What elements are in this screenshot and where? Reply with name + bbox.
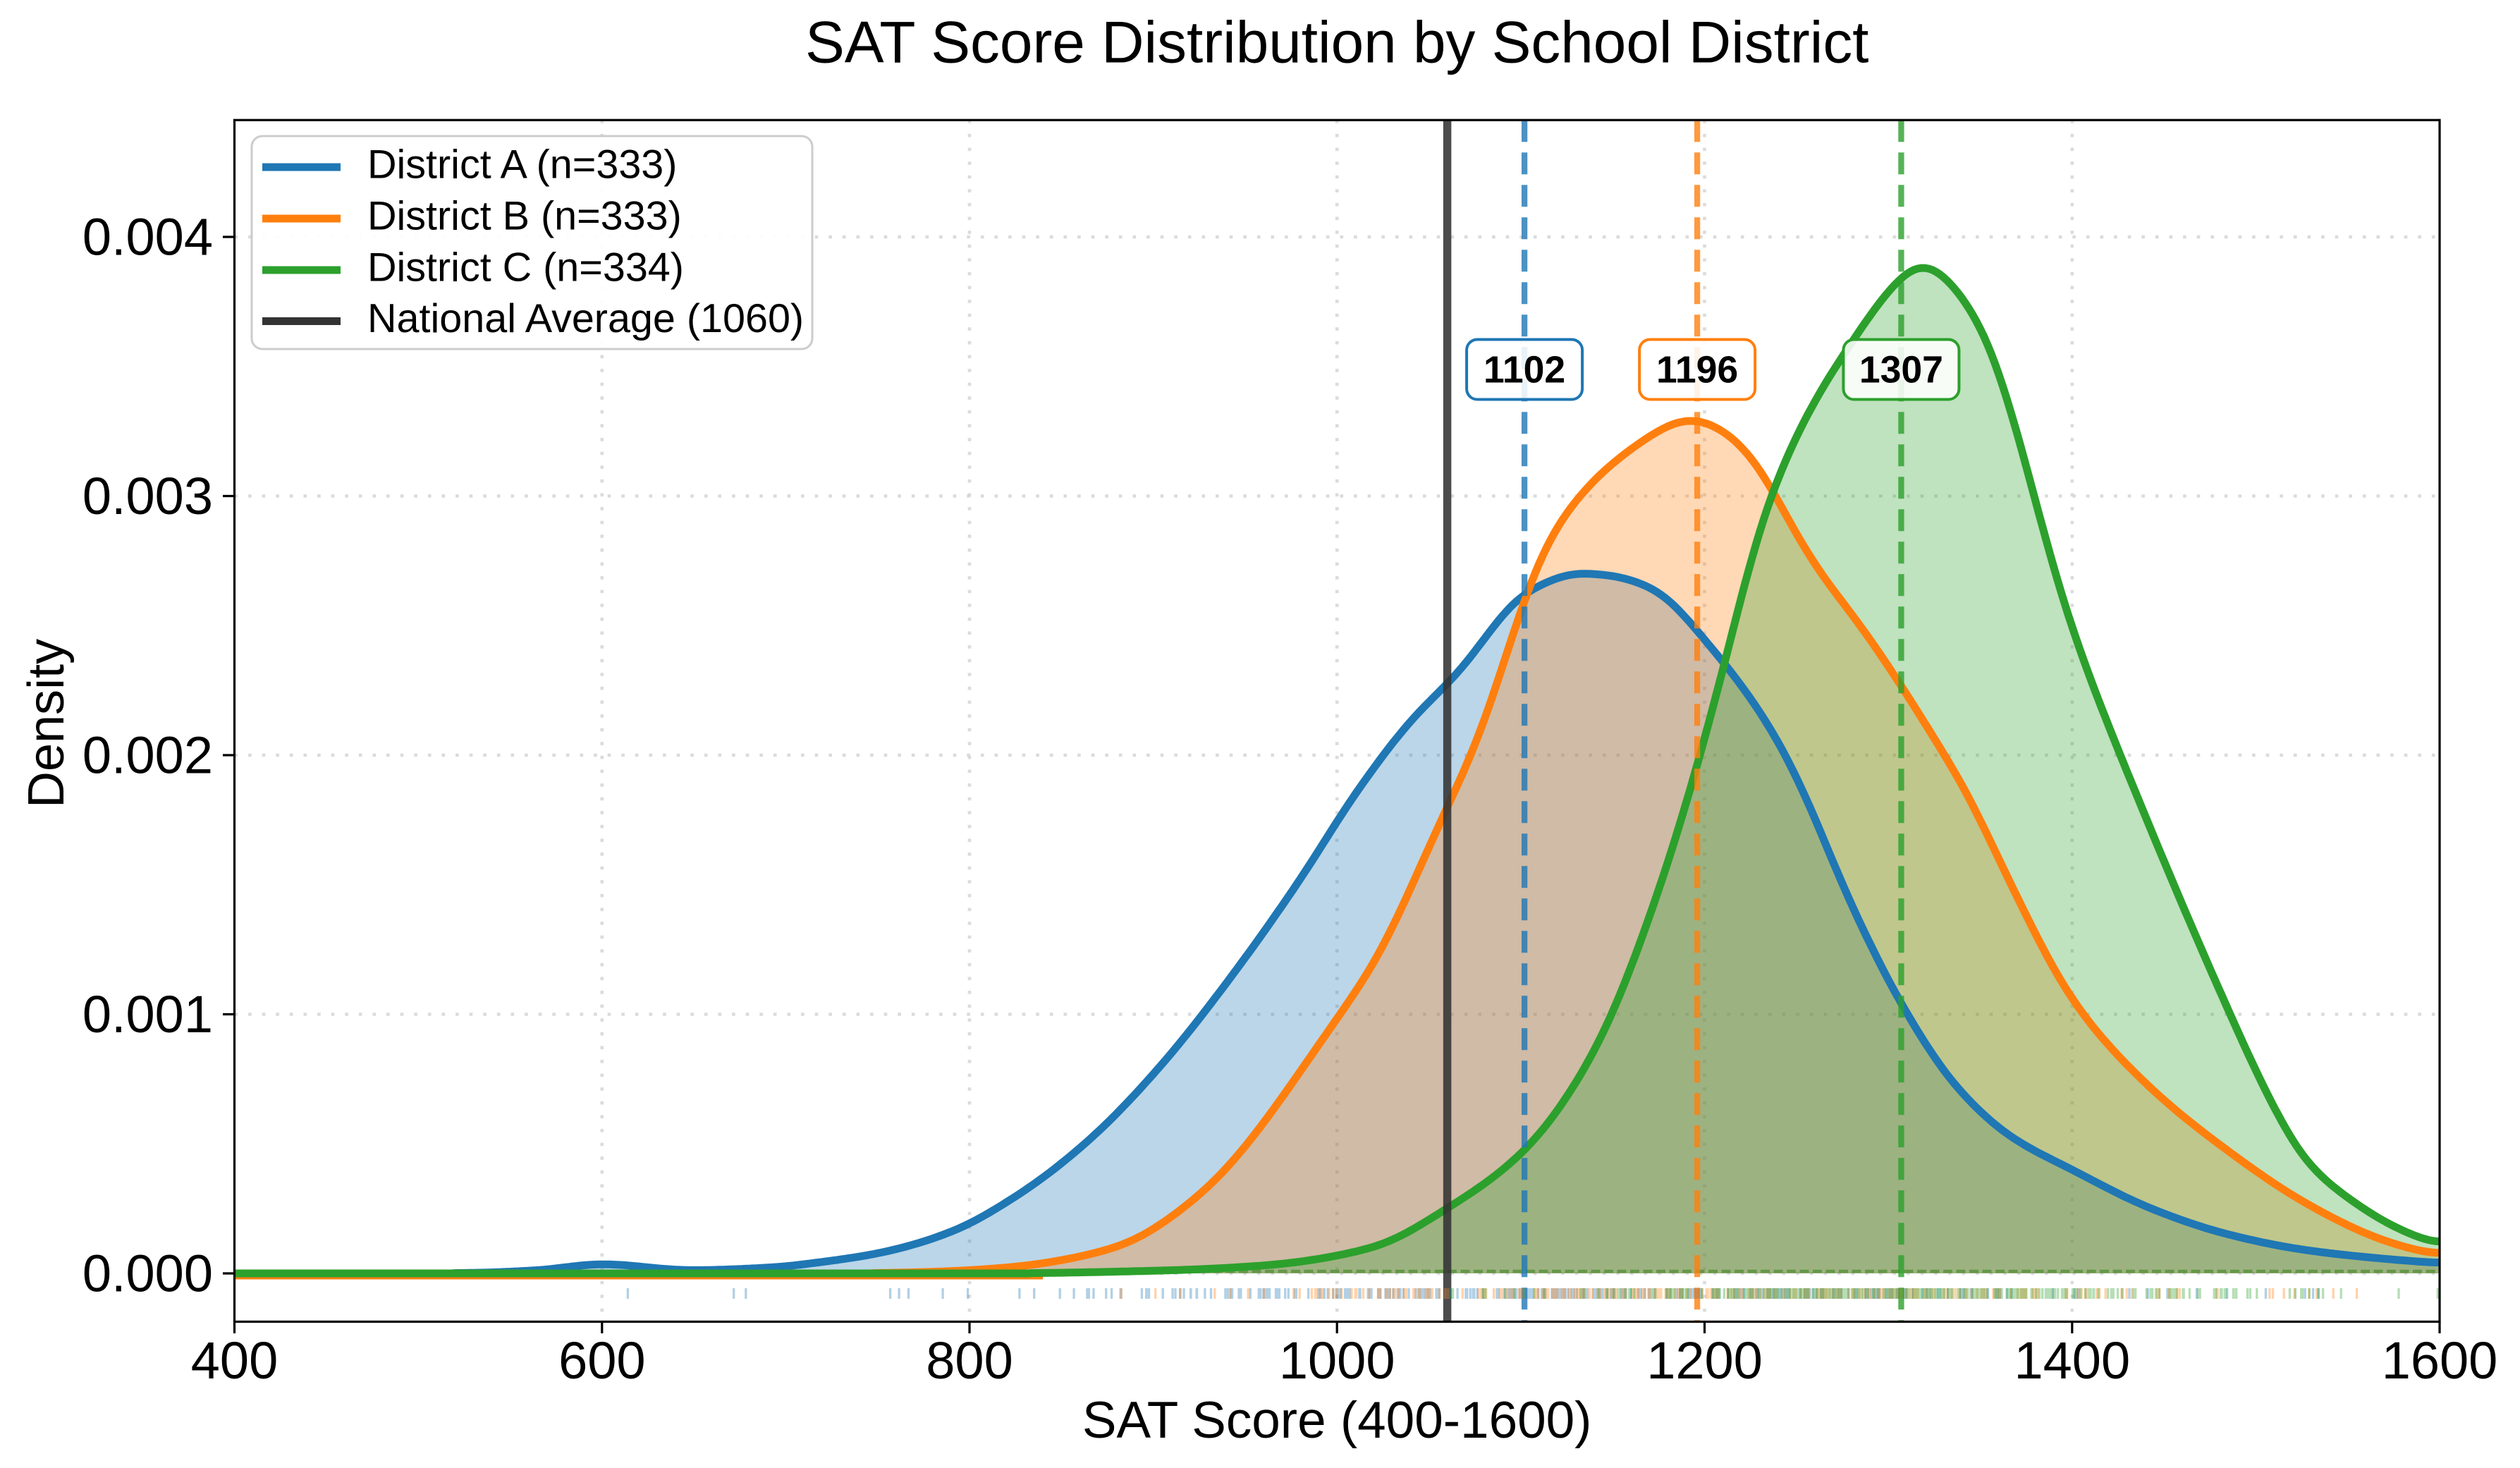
- svg-text:600: 600: [558, 1331, 645, 1390]
- svg-text:1600: 1600: [2382, 1331, 2498, 1390]
- svg-text:1000: 1000: [1279, 1331, 1395, 1390]
- svg-text:0.002: 0.002: [82, 726, 213, 785]
- svg-text:SAT Score Distribution by Scho: SAT Score Distribution by School Distric…: [805, 9, 1868, 75]
- svg-text:800: 800: [926, 1331, 1013, 1390]
- svg-text:0.000: 0.000: [82, 1244, 213, 1303]
- svg-text:1307: 1307: [1859, 350, 1943, 391]
- svg-text:District C (n=334): District C (n=334): [367, 245, 684, 290]
- svg-text:1200: 1200: [1646, 1331, 1763, 1390]
- svg-text:Density: Density: [18, 639, 75, 808]
- svg-text:SAT Score (400-1600): SAT Score (400-1600): [1082, 1392, 1592, 1449]
- svg-text:0.004: 0.004: [82, 208, 213, 267]
- svg-text:1400: 1400: [2014, 1331, 2130, 1390]
- svg-text:District B (n=333): District B (n=333): [367, 194, 682, 239]
- svg-text:0.003: 0.003: [82, 467, 213, 525]
- svg-text:National Average (1060): National Average (1060): [367, 296, 804, 341]
- svg-text:400: 400: [191, 1331, 278, 1390]
- svg-text:District A (n=333): District A (n=333): [367, 142, 677, 188]
- svg-text:0.001: 0.001: [82, 985, 213, 1044]
- svg-text:1196: 1196: [1656, 350, 1738, 391]
- svg-text:1102: 1102: [1484, 350, 1565, 391]
